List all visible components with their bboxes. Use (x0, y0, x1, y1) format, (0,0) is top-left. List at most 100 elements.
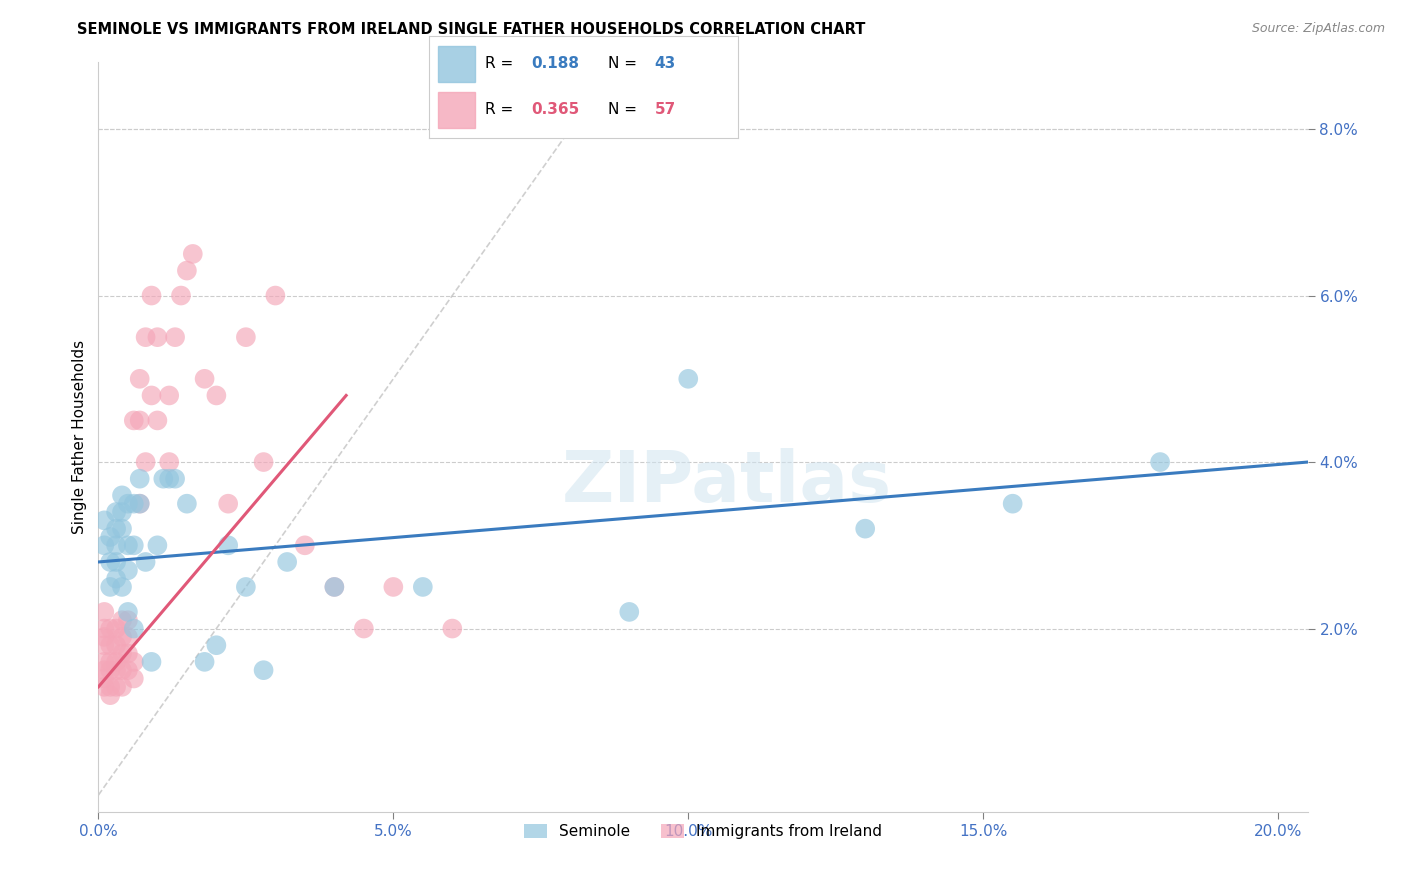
Seminole (105, 555, 128, 569)
Text: N =: N = (609, 102, 643, 117)
Immigrants from Ireland (170, 288, 193, 302)
Seminole (117, 605, 139, 619)
Seminole (98, 580, 121, 594)
Text: 0.188: 0.188 (531, 56, 579, 70)
Text: N =: N = (609, 56, 643, 70)
Immigrants from Ireland (105, 680, 128, 694)
Immigrants from Ireland (122, 655, 145, 669)
Seminole (98, 555, 121, 569)
Seminole (152, 472, 174, 486)
Immigrants from Ireland (93, 605, 115, 619)
Text: 57: 57 (655, 102, 676, 117)
Immigrants from Ireland (98, 655, 121, 669)
Seminole (1149, 455, 1171, 469)
Seminole (111, 522, 134, 536)
Seminole (122, 538, 145, 552)
Immigrants from Ireland (135, 455, 157, 469)
Immigrants from Ireland (323, 580, 346, 594)
Seminole (619, 605, 641, 619)
Immigrants from Ireland (93, 655, 115, 669)
Immigrants from Ireland (135, 330, 157, 344)
Immigrants from Ireland (93, 630, 115, 644)
Immigrants from Ireland (353, 622, 375, 636)
Immigrants from Ireland (98, 638, 121, 652)
Immigrants from Ireland (128, 497, 150, 511)
Text: 43: 43 (655, 56, 676, 70)
Text: 0.365: 0.365 (531, 102, 579, 117)
Text: SEMINOLE VS IMMIGRANTS FROM IRELAND SINGLE FATHER HOUSEHOLDS CORRELATION CHART: SEMINOLE VS IMMIGRANTS FROM IRELAND SING… (77, 22, 866, 37)
Seminole (93, 513, 115, 527)
Immigrants from Ireland (235, 330, 257, 344)
Immigrants from Ireland (141, 388, 163, 402)
Immigrants from Ireland (98, 622, 121, 636)
Text: ZIPatlas: ZIPatlas (562, 448, 893, 516)
Immigrants from Ireland (382, 580, 405, 594)
Text: R =: R = (485, 56, 517, 70)
Immigrants from Ireland (93, 638, 115, 652)
Seminole (105, 522, 128, 536)
Seminole (146, 538, 169, 552)
Immigrants from Ireland (117, 663, 139, 677)
Immigrants from Ireland (93, 680, 115, 694)
Immigrants from Ireland (117, 647, 139, 661)
Seminole (205, 638, 228, 652)
Immigrants from Ireland (111, 680, 134, 694)
Text: R =: R = (485, 102, 517, 117)
Immigrants from Ireland (105, 638, 128, 652)
Seminole (165, 472, 187, 486)
Seminole (1001, 497, 1024, 511)
Immigrants from Ireland (157, 455, 180, 469)
Immigrants from Ireland (111, 630, 134, 644)
Seminole (98, 530, 121, 544)
Immigrants from Ireland (98, 688, 121, 702)
Seminole (323, 580, 346, 594)
Seminole (157, 472, 180, 486)
Y-axis label: Single Father Households: Single Father Households (72, 340, 87, 534)
Immigrants from Ireland (441, 622, 464, 636)
Immigrants from Ireland (165, 330, 187, 344)
Immigrants from Ireland (217, 497, 239, 511)
Seminole (141, 655, 163, 669)
Seminole (105, 505, 128, 519)
Seminole (105, 572, 128, 586)
Immigrants from Ireland (128, 413, 150, 427)
Seminole (122, 497, 145, 511)
Immigrants from Ireland (105, 655, 128, 669)
Seminole (217, 538, 239, 552)
Immigrants from Ireland (122, 413, 145, 427)
Immigrants from Ireland (194, 372, 217, 386)
Immigrants from Ireland (117, 630, 139, 644)
Immigrants from Ireland (264, 288, 287, 302)
Bar (439, 92, 475, 128)
Seminole (122, 622, 145, 636)
Immigrants from Ireland (252, 455, 274, 469)
Seminole (128, 497, 150, 511)
Immigrants from Ireland (146, 330, 169, 344)
Seminole (194, 655, 217, 669)
Seminole (105, 538, 128, 552)
Immigrants from Ireland (105, 663, 128, 677)
Immigrants from Ireland (294, 538, 316, 552)
Seminole (276, 555, 298, 569)
Immigrants from Ireland (181, 247, 204, 261)
Immigrants from Ireland (205, 388, 228, 402)
Seminole (111, 580, 134, 594)
Seminole (93, 538, 115, 552)
Seminole (111, 505, 134, 519)
Immigrants from Ireland (141, 288, 163, 302)
Immigrants from Ireland (117, 613, 139, 627)
Immigrants from Ireland (93, 663, 115, 677)
Seminole (678, 372, 700, 386)
Immigrants from Ireland (111, 663, 134, 677)
Immigrants from Ireland (146, 413, 169, 427)
Immigrants from Ireland (111, 613, 134, 627)
Text: Source: ZipAtlas.com: Source: ZipAtlas.com (1251, 22, 1385, 36)
Immigrants from Ireland (98, 680, 121, 694)
Immigrants from Ireland (176, 263, 198, 277)
Seminole (235, 580, 257, 594)
Immigrants from Ireland (98, 663, 121, 677)
Immigrants from Ireland (157, 388, 180, 402)
Seminole (117, 563, 139, 577)
Seminole (252, 663, 274, 677)
Immigrants from Ireland (111, 647, 134, 661)
